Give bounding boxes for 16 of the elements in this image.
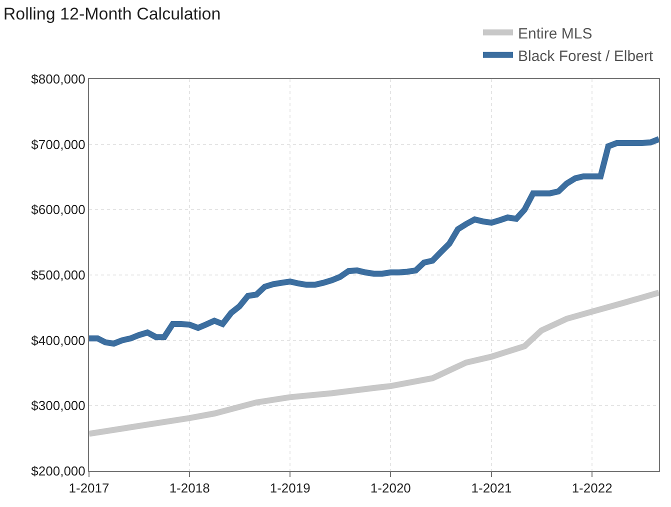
x-tick-label: 1-2022 (572, 480, 612, 496)
legend-label: Entire MLS (518, 25, 592, 42)
y-tick-label: $800,000 (31, 72, 86, 87)
x-tick-label: 1-2017 (68, 480, 110, 496)
x-tick-label: 1-2020 (370, 480, 411, 496)
legend-label: Black Forest / Elbert (518, 48, 654, 65)
x-tick-label: 1-2021 (471, 480, 512, 496)
y-tick-label: $500,000 (31, 268, 86, 283)
chart-title: Rolling 12-Month Calculation (3, 4, 221, 24)
y-tick-label: $200,000 (31, 464, 86, 479)
y-tick-label: $700,000 (31, 136, 86, 152)
y-tick-label: $400,000 (31, 332, 86, 348)
x-tick-label: 1-2018 (169, 480, 210, 496)
y-tick-label: $300,000 (31, 398, 86, 414)
x-tick-label: 1-2019 (270, 480, 310, 496)
y-tick-label: $600,000 (31, 202, 86, 218)
